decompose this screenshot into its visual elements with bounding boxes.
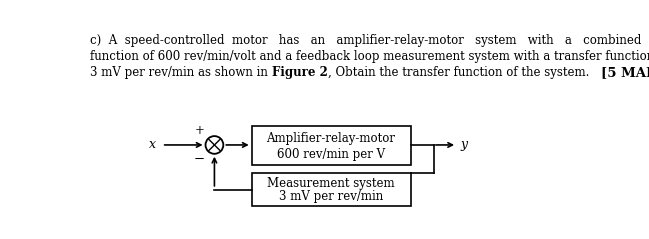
Text: 3 mV per rev/min: 3 mV per rev/min	[279, 190, 383, 203]
Text: Amplifier-relay-motor: Amplifier-relay-motor	[267, 131, 395, 145]
Text: y: y	[461, 138, 468, 152]
Text: Figure 2: Figure 2	[272, 66, 328, 79]
Text: +: +	[195, 125, 205, 137]
Text: 3 mV per rev/min as shown in: 3 mV per rev/min as shown in	[90, 66, 272, 79]
Text: Measurement system: Measurement system	[267, 177, 395, 190]
Text: , Obtain the transfer function of the system.: , Obtain the transfer function of the sy…	[328, 66, 600, 79]
Text: 600 rev/min per V: 600 rev/min per V	[277, 148, 385, 161]
Text: x: x	[149, 138, 156, 152]
Text: function of 600 rev/min/volt and a feedback loop measurement system with a trans: function of 600 rev/min/volt and a feedb…	[90, 50, 649, 63]
Text: [5 MARKS]: [5 MARKS]	[600, 66, 649, 79]
Bar	[252, 174, 411, 206]
Bar	[252, 126, 411, 165]
Text: c)  A  speed-controlled  motor   has   an   amplifier-relay-motor   system   wit: c) A speed-controlled motor has an ampli…	[90, 34, 649, 47]
Text: −: −	[194, 152, 205, 165]
